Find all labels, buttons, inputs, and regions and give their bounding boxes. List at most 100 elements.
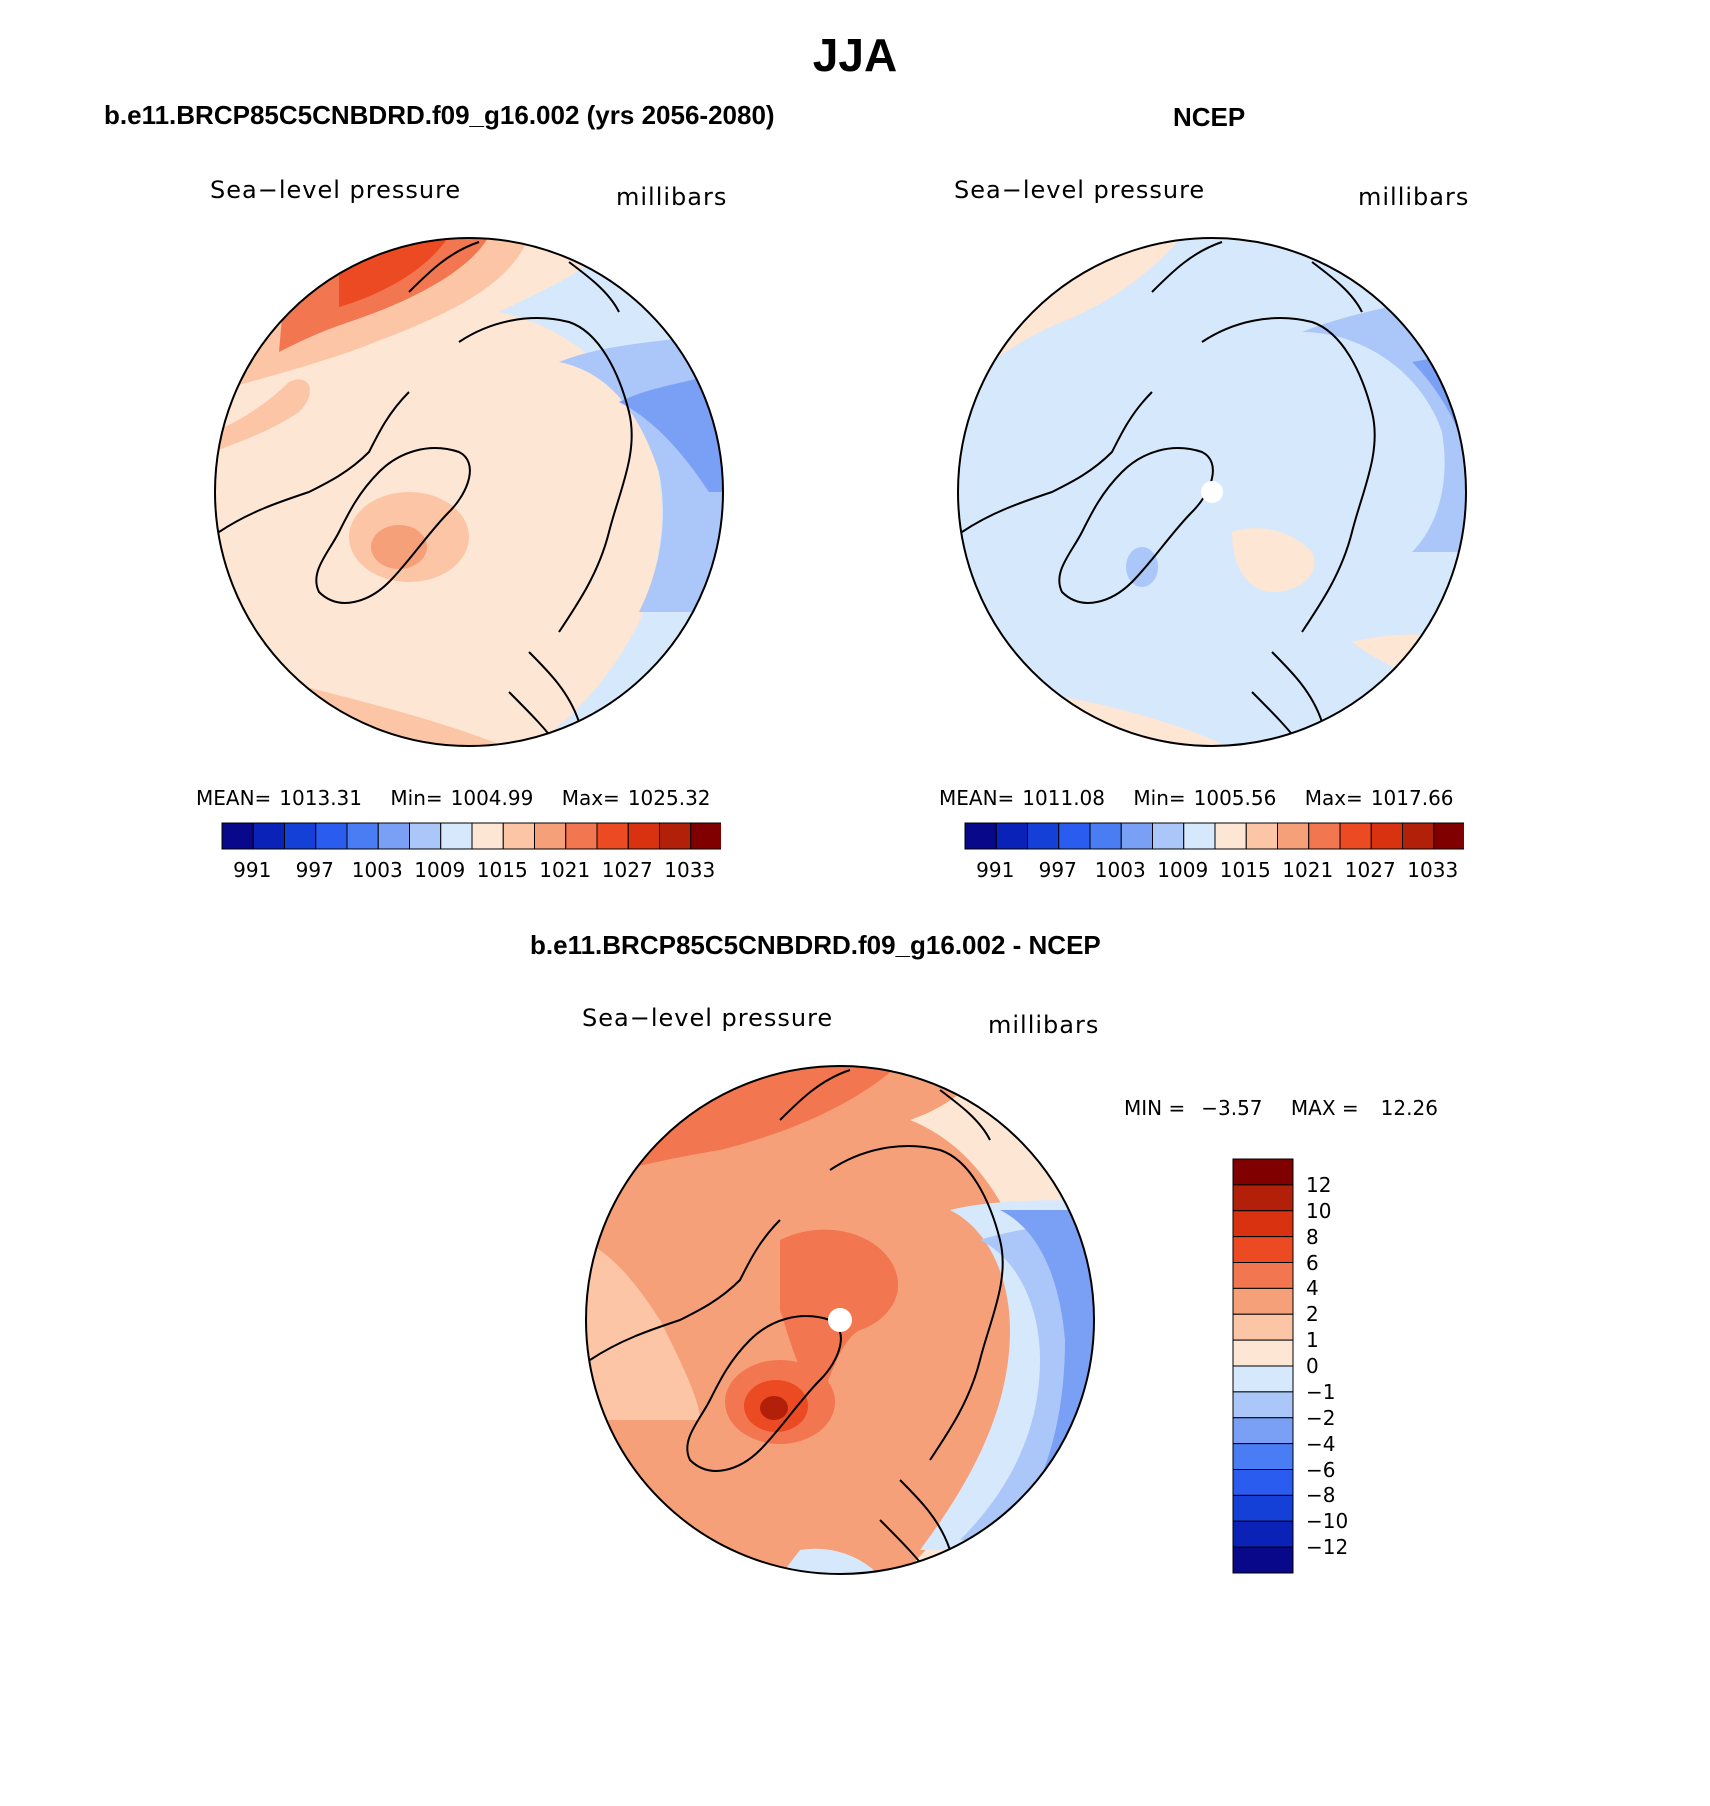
colorbar-swatch	[1232, 1158, 1294, 1186]
colorbar-swatch	[284, 822, 317, 850]
colorbar-tick-label: 6	[1306, 1250, 1319, 1275]
slp-contour-min	[619, 372, 723, 492]
colorbar-swatch	[1370, 822, 1403, 850]
colorbar-tick-label: −8	[1306, 1483, 1336, 1508]
colorbar-tick-label: 2	[1306, 1302, 1319, 1327]
colorbar-tick-label: 8	[1306, 1224, 1319, 1249]
colorbar-tick-label: 1015	[1219, 858, 1271, 882]
colorbar-swatch	[1152, 822, 1185, 850]
colorbar-swatch	[1277, 822, 1310, 850]
stats-model: MEAN= 1013.31 Min= 1004.99 Max= 1025.32	[196, 786, 733, 810]
colorbar-swatch	[1232, 1262, 1294, 1289]
min-value: 1005.56	[1193, 786, 1277, 810]
map-border	[957, 237, 1467, 747]
variable-label-diff: Sea−level pressure	[582, 1004, 834, 1032]
slp-contour-greenland-low	[1126, 547, 1158, 587]
max-value: 1017.66	[1370, 786, 1454, 810]
colorbar-tick-label: 1015	[476, 858, 528, 882]
min-value: −3.57	[1201, 1096, 1263, 1120]
colorbar-labels-diff: 12 10 8 6 4 2 1 0 −1 −2 −4 −6 −8 −10 −12	[1306, 1158, 1386, 1574]
colorbar-tick-label: 997	[1038, 858, 1077, 882]
map-border	[585, 1065, 1095, 1575]
units-label-ncep: millibars	[1358, 183, 1470, 211]
colorbar-swatch	[1232, 1443, 1294, 1470]
colorbar-tick-label: −12	[1306, 1535, 1349, 1560]
pole-marker	[828, 1308, 852, 1332]
colorbar-tick-label: 12	[1306, 1172, 1332, 1197]
colorbar-swatch	[471, 822, 504, 850]
colorbar-tick-label: 1	[1306, 1328, 1319, 1353]
colorbar-swatch	[1308, 822, 1341, 850]
max-label: MAX =	[1290, 1096, 1359, 1120]
colorbar-diff	[1232, 1158, 1294, 1574]
stats-diff: MIN = −3.57 MAX = 12.26	[1124, 1096, 1460, 1120]
colorbar-tick-label: 0	[1306, 1354, 1319, 1378]
slp-contour-greenland-peak	[760, 1396, 788, 1420]
max-label: Max=	[561, 786, 620, 810]
variable-label-ncep: Sea−level pressure	[954, 176, 1206, 204]
colorbar-swatch	[221, 822, 254, 850]
colorbar-swatch	[964, 822, 997, 850]
panel-title-model: b.e11.BRCP85C5CNBDRD.f09_g16.002 (yrs 20…	[104, 100, 775, 130]
colorbar-swatch	[690, 822, 721, 850]
colorbar-tick-label: 991	[233, 858, 272, 882]
stats-ncep: MEAN= 1011.08 Min= 1005.56 Max= 1017.66	[939, 786, 1476, 810]
polar-map-diff	[585, 1065, 1095, 1575]
colorbar-swatch	[1232, 1494, 1294, 1522]
panel-title-diff: b.e11.BRCP85C5CNBDRD.f09_g16.002 - NCEP	[530, 930, 1101, 960]
slp-contour-pacific	[586, 1240, 700, 1420]
colorbar-tick-label: −4	[1306, 1431, 1336, 1456]
colorbar-tick-label: 1003	[1094, 858, 1146, 882]
panel-title-ncep: NCEP	[1173, 102, 1246, 132]
colorbar-swatch	[315, 822, 348, 850]
colorbar-labels-ncep: 991 997 1003 1009 1015 1021 1027 1033	[964, 858, 1464, 882]
colorbar-tick-label: 1027	[601, 858, 653, 882]
coastlines	[218, 241, 633, 746]
colorbar-tick-label: 1009	[414, 858, 466, 882]
max-value: 12.26	[1380, 1096, 1438, 1120]
colorbar-swatch	[1214, 822, 1247, 850]
colorbar-tick-label: 1009	[1157, 858, 1209, 882]
colorbar-swatch	[1232, 1210, 1294, 1238]
colorbar-swatch	[1232, 1391, 1294, 1419]
colorbar-swatch	[1089, 822, 1122, 850]
colorbar-swatch	[1058, 822, 1091, 850]
colorbar-ncep	[964, 822, 1464, 850]
slp-contour-europe	[780, 1548, 880, 1574]
colorbar-swatch	[1232, 1520, 1294, 1548]
slp-contour-siberia	[1232, 528, 1315, 592]
pole-marker	[1201, 481, 1223, 503]
polar-map-ncep	[957, 237, 1467, 747]
colorbar-swatch	[409, 822, 442, 850]
mean-label: MEAN=	[196, 786, 272, 810]
units-label-diff: millibars	[988, 1011, 1100, 1039]
colorbar-tick-label: 997	[295, 858, 334, 882]
colorbar-swatch	[1232, 1313, 1294, 1341]
colorbar-tick-label: 1021	[1282, 858, 1334, 882]
map-border	[214, 237, 724, 747]
figure-title: JJA	[812, 29, 898, 81]
colorbar-swatch	[1027, 822, 1060, 850]
polar-map-model	[214, 237, 724, 747]
colorbar-labels-model: 991 997 1003 1009 1015 1021 1027 1033	[221, 858, 721, 882]
colorbar-swatch	[1232, 1365, 1294, 1393]
colorbar-swatch	[1402, 822, 1435, 850]
colorbar-tick-label: 1033	[1407, 858, 1459, 882]
colorbar-swatch	[1433, 822, 1464, 850]
colorbar-tick-label: 1003	[351, 858, 403, 882]
colorbar-swatch	[1232, 1546, 1294, 1574]
min-label: Min=	[1133, 786, 1186, 810]
colorbar-swatch	[1183, 822, 1216, 850]
colorbar-swatch	[627, 822, 660, 850]
colorbar-tick-label: 1033	[664, 858, 716, 882]
colorbar-swatch	[502, 822, 535, 850]
slp-contour-greenland-core	[371, 525, 427, 569]
colorbar-swatch	[377, 822, 410, 850]
colorbar-tick-label: −2	[1306, 1405, 1336, 1430]
mean-value: 1013.31	[279, 786, 363, 810]
variable-label-model: Sea−level pressure	[210, 176, 462, 204]
colorbar-swatch	[346, 822, 379, 850]
colorbar-model	[221, 822, 721, 850]
colorbar-swatch	[440, 822, 473, 850]
min-value: 1004.99	[450, 786, 534, 810]
